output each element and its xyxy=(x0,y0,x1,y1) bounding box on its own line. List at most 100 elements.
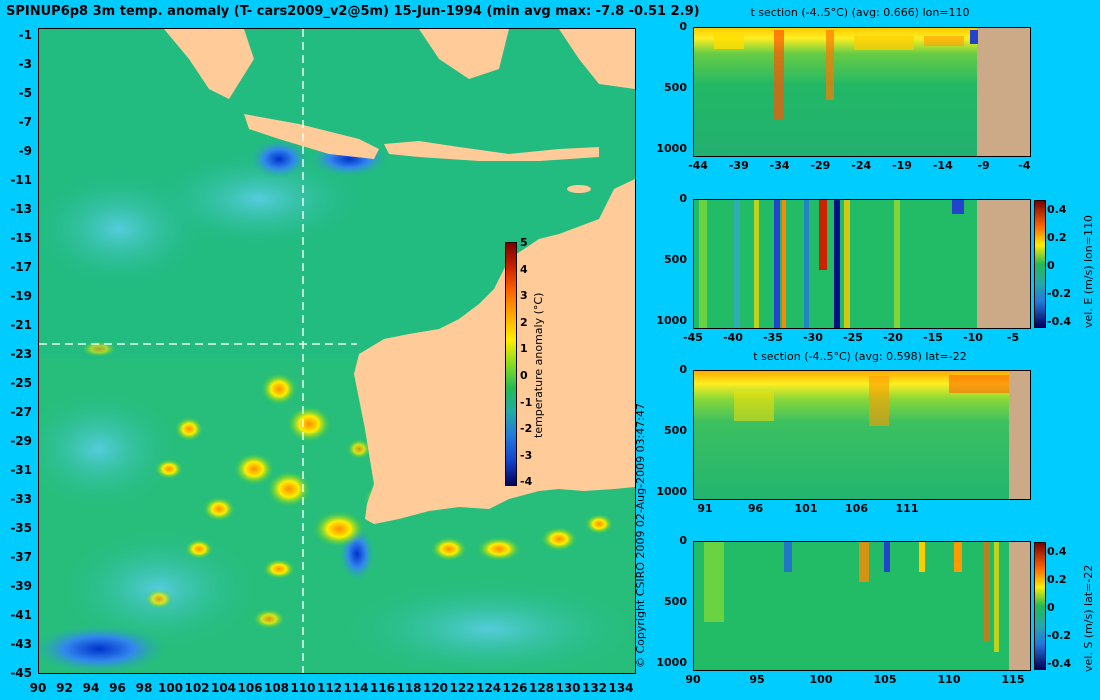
vel_e-x-tick: -15 xyxy=(923,331,943,344)
t-lat-section-plot[interactable] xyxy=(693,370,1031,500)
temperature-colorbar-tick: -1 xyxy=(520,395,533,409)
map-lon-tick: 126 xyxy=(502,681,528,695)
temperature-colorbar-tick: 4 xyxy=(520,262,528,276)
map-lat-tick: -31 xyxy=(10,463,32,477)
map-lat-tick: -41 xyxy=(10,608,32,622)
t_lat-y-tick: 0 xyxy=(679,363,687,376)
vel-s-colorbar-tick: 0.2 xyxy=(1047,573,1067,586)
vel_e-x-tick: -35 xyxy=(763,331,783,344)
vel_s-y-tick: 500 xyxy=(664,595,687,608)
map-lat-tick: -1 xyxy=(18,28,32,42)
vel-s-colorbar-tick: 0 xyxy=(1047,601,1055,614)
t_lat-x-tick: 111 xyxy=(895,502,919,515)
vel-e-colorbar xyxy=(1034,200,1046,328)
t_lat-x-tick: 101 xyxy=(794,502,818,515)
copyright-text: © Copyright CSIRO 2009 02-Aug-2009 03:47… xyxy=(634,402,647,668)
map-lon-tick: 112 xyxy=(316,681,343,695)
vel_e-x-tick: -25 xyxy=(843,331,863,344)
map-lon-tick: 106 xyxy=(237,681,263,695)
map-lon-tick: 100 xyxy=(157,681,184,695)
vel-s-section-field xyxy=(704,542,1030,670)
t-lat-section-title: t section (-4..5°C) (avg: 0.598) lat=-22 xyxy=(753,350,967,363)
map-lon-tick: 94 xyxy=(82,681,100,695)
map-lat-tick: -15 xyxy=(10,231,32,245)
map-lon-tick: 132 xyxy=(581,681,608,695)
vel-e-colorbar-tick: -0.2 xyxy=(1047,287,1072,300)
map-lat-tick: -5 xyxy=(18,86,32,100)
t-lon-section-plot[interactable] xyxy=(693,27,1031,157)
map-lon-tick: 108 xyxy=(263,681,290,695)
vel-e-colorbar-label: vel. E (m/s) lon=110 xyxy=(1082,215,1095,328)
vel_s-x-tick: 95 xyxy=(749,673,765,686)
map-lon-tick: 116 xyxy=(369,681,396,695)
vel-e-section-field xyxy=(699,200,1030,328)
t-lon-section-field xyxy=(714,28,1030,156)
vel-e-colorbar-tick: 0.4 xyxy=(1047,203,1067,216)
temperature-colorbar-tick: 1 xyxy=(520,342,528,356)
vel_s-x-tick: 90 xyxy=(685,673,701,686)
map-lon-tick: 98 xyxy=(135,681,153,695)
vel_s-x-tick: 105 xyxy=(873,673,897,686)
temperature-colorbar-tick: -2 xyxy=(520,422,533,436)
t_lat-y-tick: 1000 xyxy=(656,485,687,498)
map-lon-tick: 130 xyxy=(555,681,581,695)
temperature-colorbar-tick: 0 xyxy=(520,369,528,382)
map-lat-tick: -29 xyxy=(10,434,32,448)
t_lon-x-tick: -34 xyxy=(769,159,790,172)
t_lon-y-tick: 0 xyxy=(679,20,687,33)
map-lat-tick: -13 xyxy=(10,202,32,216)
temperature-colorbar-tick: 5 xyxy=(520,236,528,249)
t_lon-x-tick: -14 xyxy=(932,159,953,172)
t_lon-x-tick: -29 xyxy=(810,159,831,172)
temperature-colorbar xyxy=(505,242,517,486)
vel_e-x-tick: -30 xyxy=(803,331,823,344)
map-lon-tick: 102 xyxy=(184,681,210,695)
t_lon-x-tick: -4 xyxy=(1018,159,1031,172)
map-lon-tick: 120 xyxy=(422,681,449,695)
t_lon-x-tick: -24 xyxy=(851,159,872,172)
map-lon-tick: 96 xyxy=(109,681,126,695)
map-panel[interactable] xyxy=(38,28,636,674)
map-lon-tick: 110 xyxy=(290,681,316,695)
t_lon-x-tick: -39 xyxy=(728,159,749,172)
map-lat-tick: -7 xyxy=(18,115,32,129)
vel_e-x-tick: -10 xyxy=(963,331,983,344)
map-lon-tick: 122 xyxy=(449,681,475,695)
map-lon-tick: 114 xyxy=(343,681,369,695)
vel_e-x-tick: -5 xyxy=(1006,331,1020,344)
map-lat-tick: -43 xyxy=(10,637,32,651)
map-lon-tick: 92 xyxy=(56,681,73,695)
map-lat-tick: -45 xyxy=(10,666,32,680)
temperature-colorbar-label: temperature anomaly (°C) xyxy=(532,292,545,438)
vel_e-x-tick: -40 xyxy=(723,331,743,344)
vel_e-x-tick: -20 xyxy=(883,331,903,344)
map-lat-tick: -3 xyxy=(18,57,32,71)
vel-e-section-plot[interactable] xyxy=(693,199,1031,329)
t_lon-x-tick: -19 xyxy=(892,159,912,172)
map-lat-tick: -33 xyxy=(10,492,32,506)
vel-s-colorbar-tick: -0.4 xyxy=(1047,657,1072,670)
map-lat-tick: -37 xyxy=(10,550,32,564)
vel_s-y-tick: 1000 xyxy=(656,656,687,669)
vel-s-section-plot[interactable] xyxy=(693,541,1031,671)
vel-e-colorbar-tick: 0.2 xyxy=(1047,231,1067,244)
map-lat-tick: -25 xyxy=(10,376,32,390)
t_lat-x-tick: 96 xyxy=(747,502,764,515)
t_lat-y-tick: 500 xyxy=(664,424,687,437)
map-lon-tick: 128 xyxy=(528,681,555,695)
vel_s-x-tick: 110 xyxy=(937,673,961,686)
t-lon-section-title: t section (-4..5°C) (avg: 0.666) lon=110 xyxy=(750,6,970,19)
temperature-colorbar-tick: 2 xyxy=(520,315,528,329)
t_lon-y-tick: 500 xyxy=(664,81,687,94)
vel-s-colorbar-tick: -0.2 xyxy=(1047,629,1072,642)
vel-s-colorbar xyxy=(1034,542,1046,670)
t_lon-x-tick: -9 xyxy=(977,159,990,172)
map-lat-tick: -35 xyxy=(10,521,32,535)
map-lon-tick: 134 xyxy=(608,681,634,695)
vel-s-colorbar-tick: 0.4 xyxy=(1047,545,1067,558)
t-lat-section-field xyxy=(734,371,1030,499)
vel_s-x-tick: 100 xyxy=(809,673,833,686)
t_lat-x-tick: 106 xyxy=(845,502,868,515)
vel_e-y-tick: 0 xyxy=(679,192,687,205)
temperature-anomaly-map xyxy=(39,29,635,673)
